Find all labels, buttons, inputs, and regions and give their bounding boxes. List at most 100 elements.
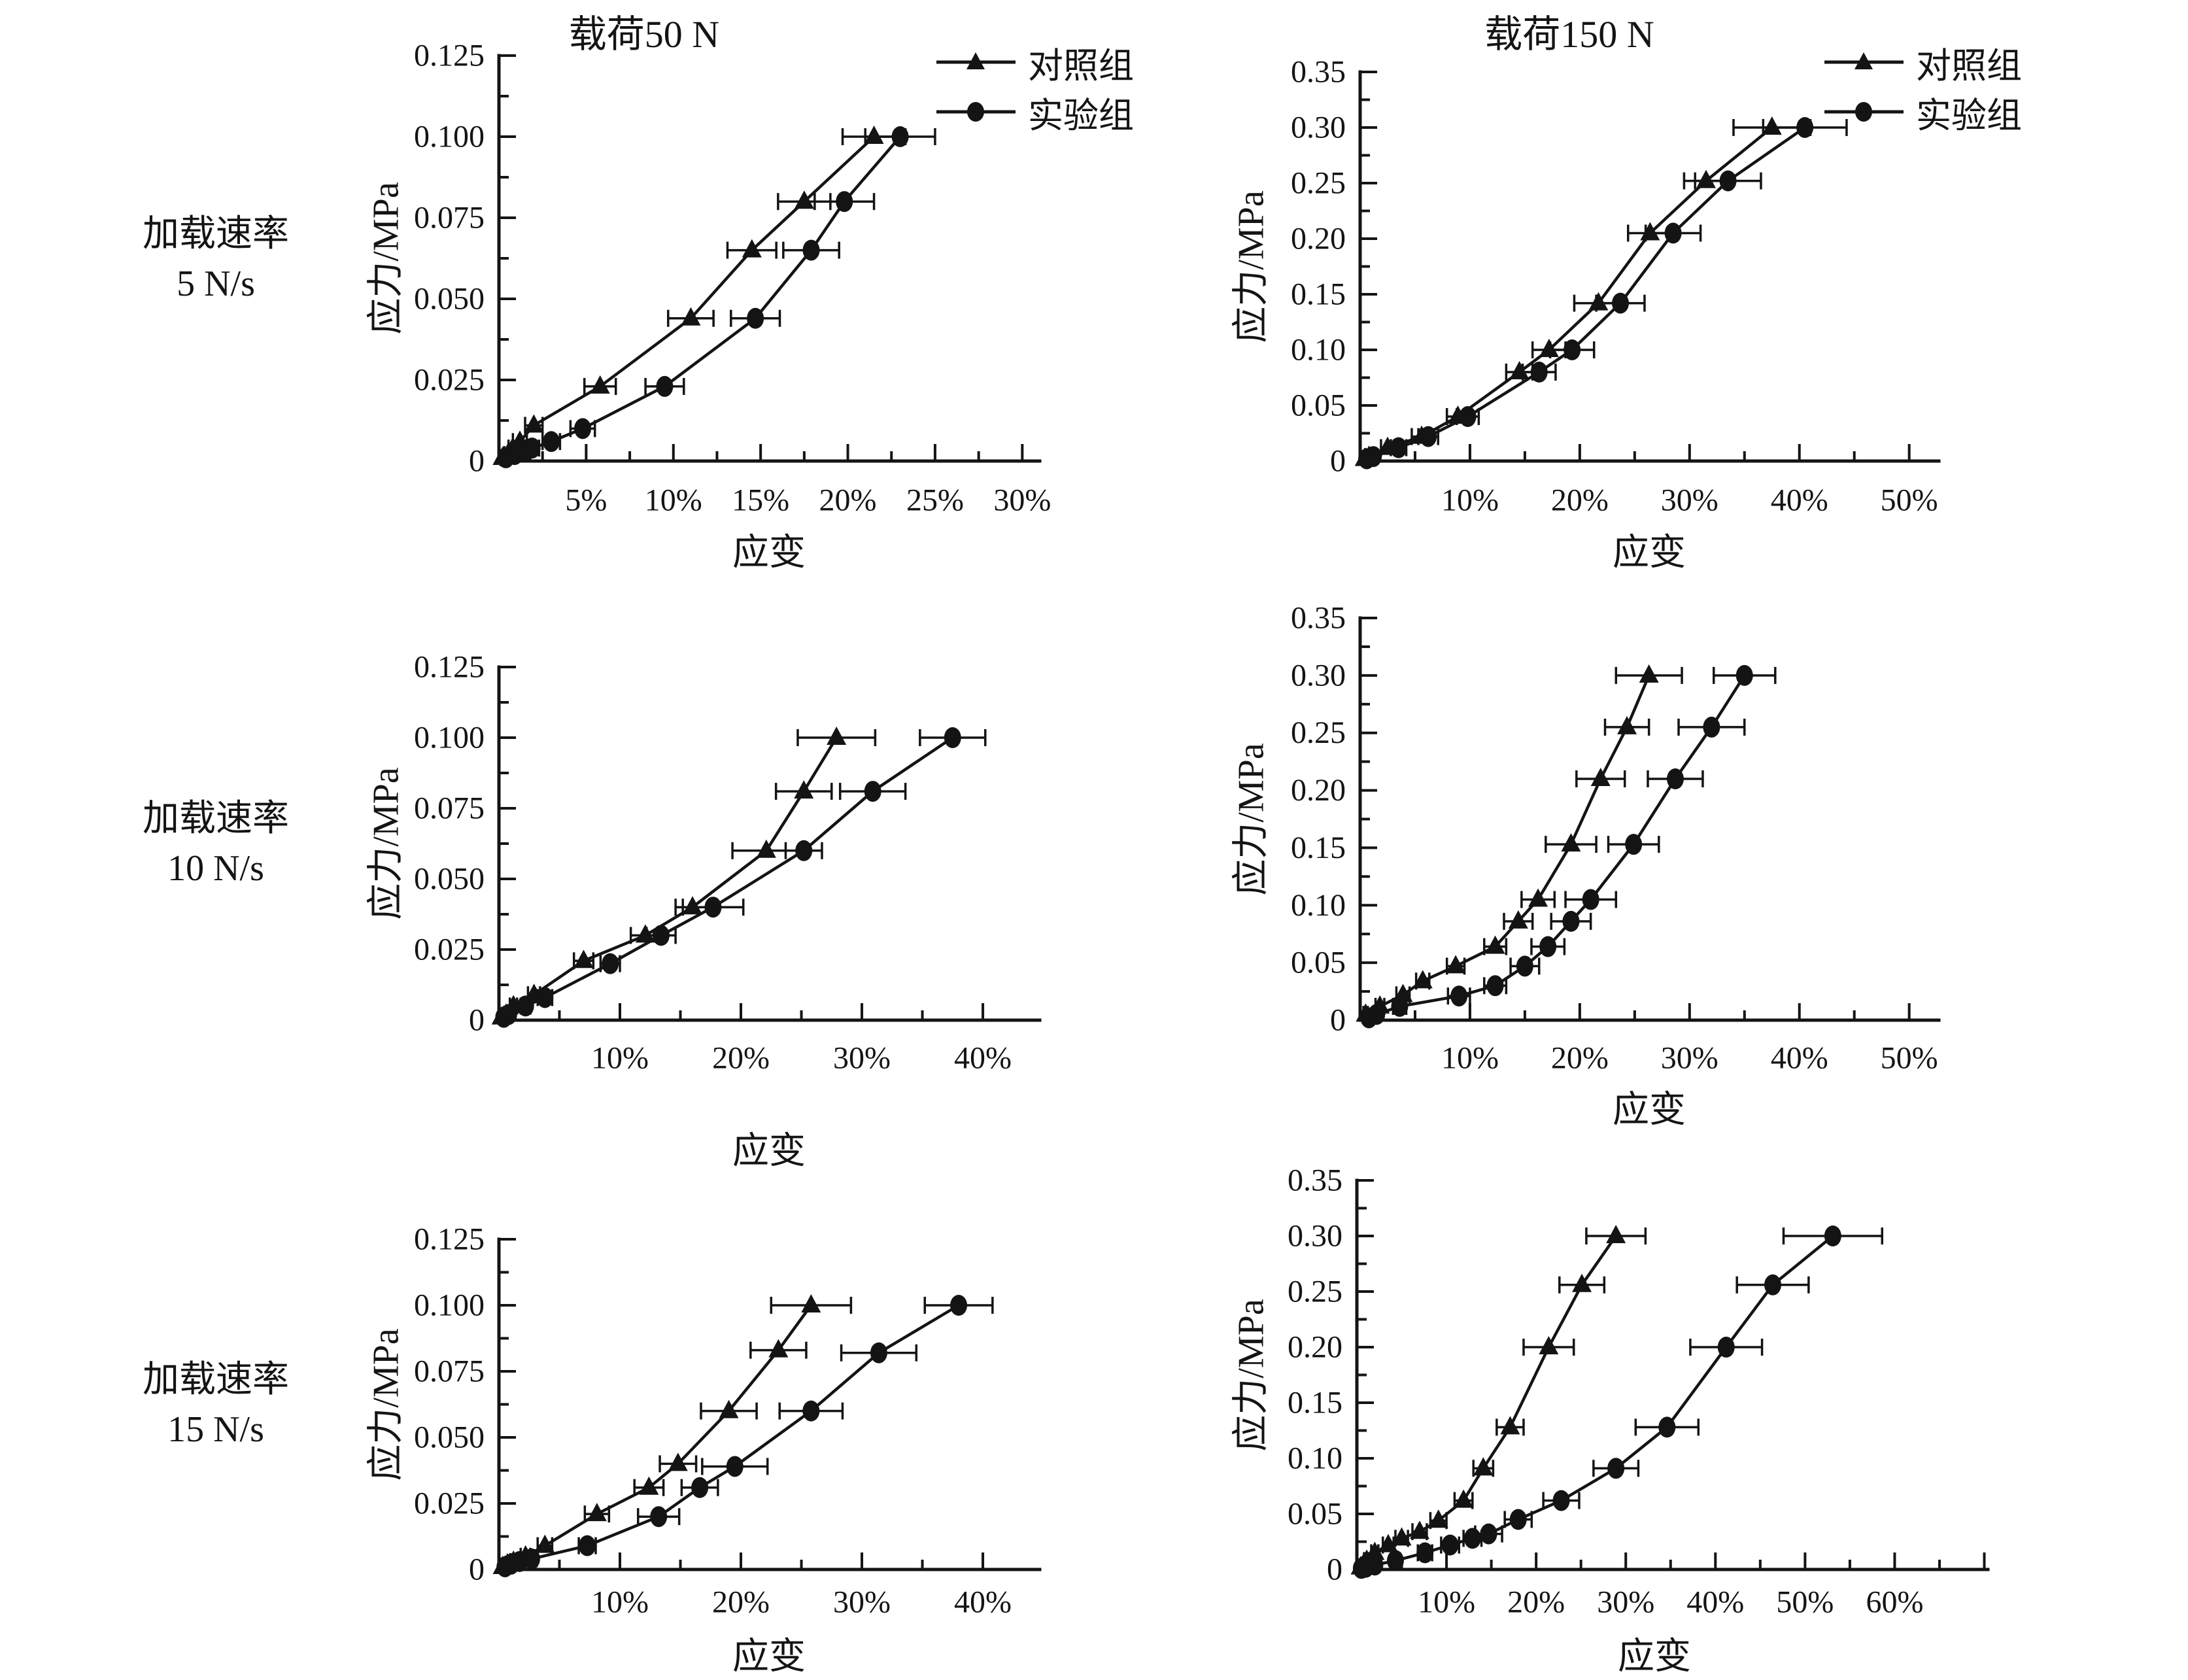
chart-load150-rate5: 10% 20% 30% 40% 50% 0 0.05 0.10 0.15 0.20 0.25 0.30… [1291, 55, 1941, 518]
triangle-marker [535, 1534, 555, 1553]
triangle-marker [1500, 1416, 1520, 1435]
triangle-marker [1378, 1534, 1398, 1552]
circle-marker [1480, 1523, 1497, 1545]
circle-marker [1416, 1542, 1434, 1564]
circle-marker [1664, 222, 1682, 244]
circle-marker [795, 840, 813, 861]
x-tick-label: 30% [833, 1041, 891, 1076]
circle-marker [704, 897, 722, 918]
triangle-marker [719, 1399, 739, 1418]
circle-marker [747, 307, 764, 329]
triangle-marker [1509, 361, 1530, 379]
triangle-marker [573, 950, 594, 969]
circle-marker [802, 239, 820, 261]
tick-labels: 10% 20% 30% 40% 50% 60% 0 0.05 0.10 0.15 0.20 0.25 0… [1288, 1163, 1923, 1620]
legend-item-control: 对照组 [935, 37, 1134, 87]
y-tick-label: 0 [1327, 1552, 1342, 1587]
circle-marker [1735, 664, 1753, 686]
legend-label-control: 对照组 [1916, 46, 2022, 86]
circle-marker [574, 418, 592, 439]
x-tick-label: 20% [1551, 1041, 1609, 1076]
circle-marker [1366, 1554, 1384, 1576]
x-axis-title-1: 应变 [732, 532, 806, 574]
y-tick-label: 0.100 [414, 721, 485, 755]
triangle-marker [1473, 1457, 1494, 1476]
circle-marker [1719, 170, 1737, 192]
x-axis-title-2: 应变 [1613, 532, 1686, 574]
series-experimental [497, 126, 936, 469]
circle-marker [500, 1004, 517, 1025]
circle-marker [1420, 426, 1437, 447]
ticks [1360, 71, 1911, 461]
series-control [492, 1294, 853, 1575]
series-experimental [496, 1295, 994, 1577]
legend-load50: 对照组 实验组 [935, 37, 1134, 137]
x-tick-label: 20% [712, 1585, 770, 1620]
legend-label-experimental: 实验组 [1028, 95, 1134, 135]
legend-label-control: 对照组 [1028, 46, 1134, 86]
series-line [505, 135, 902, 460]
x-tick-label: 40% [954, 1585, 1012, 1620]
triangle-marker [1508, 910, 1528, 929]
x-tick-label: 60% [1866, 1585, 1923, 1620]
triangle-marker [1617, 715, 1637, 734]
y-tick-label: 0 [1330, 444, 1346, 479]
circle-marker [1764, 1274, 1782, 1295]
ticks [499, 666, 985, 1020]
x-tick-label: 10% [645, 483, 702, 518]
series-experimental [495, 727, 987, 1028]
x-tick-label: 5% [565, 483, 607, 518]
column-title-load50: 载荷50 N [568, 13, 720, 56]
legend-item-experimental: 实验组 [1823, 87, 2022, 137]
circle-marker [652, 925, 670, 946]
y-tick-label: 0.30 [1291, 111, 1346, 145]
triangle-marker [1412, 970, 1433, 989]
x-tick-label: 10% [1441, 483, 1499, 518]
y-tick-label: 0.10 [1291, 333, 1346, 368]
circle-marker [950, 1295, 968, 1316]
x-tick-label: 50% [1881, 483, 1938, 518]
circle-marker [1391, 995, 1409, 1017]
triangle-marker [801, 1294, 821, 1312]
series-line [1363, 126, 1773, 460]
circle-marker [1824, 1226, 1841, 1246]
tick-labels: 5% 10% 15% 20% 25% 30% 0 0.025 0.050 0.075 0.100 0.… [414, 39, 1051, 518]
triangle-marker [794, 780, 814, 799]
y-tick-label: 0 [469, 1003, 485, 1038]
y-tick-label: 0.10 [1291, 888, 1346, 923]
x-tick-label: 30% [1661, 1041, 1718, 1076]
circle-marker [1564, 339, 1581, 360]
y-tick-label: 0.30 [1291, 658, 1346, 693]
circle-marker [1703, 716, 1720, 738]
axes [497, 1237, 1042, 1571]
legend-marker-experimental-circle-icon [936, 102, 1016, 122]
x-tick-label: 20% [819, 483, 877, 518]
error-bars [1358, 1227, 1647, 1576]
circle-marker [1607, 1458, 1625, 1479]
triangle-marker [1539, 1336, 1559, 1354]
circle-marker [1386, 1550, 1404, 1571]
triangle-marker [524, 414, 544, 433]
y-tick-label: 0 [469, 1552, 485, 1587]
y-axis-title-1: 应力/MPa [366, 182, 407, 335]
series-line [500, 736, 838, 1019]
triangle-marker [864, 126, 884, 144]
legend-item-experimental: 实验组 [935, 87, 1134, 137]
series-control [1350, 1225, 1647, 1576]
chart-load50-rate15: 10% 20% 30% 40% 0 0.025 0.050 0.075 0.100 0.125 [414, 1222, 1042, 1620]
series-control [492, 126, 907, 467]
circle-marker [1390, 437, 1407, 458]
circle-marker [543, 431, 560, 453]
error-bars [502, 1297, 994, 1575]
series-line [502, 1304, 813, 1568]
x-axis-title-4: 应变 [1613, 1089, 1686, 1131]
triangle-marker [681, 307, 701, 326]
circle-marker [1441, 1534, 1459, 1556]
triangle-marker [1561, 833, 1581, 852]
circle-marker [536, 987, 554, 1008]
triangle-marker [635, 924, 655, 943]
circle-marker [1796, 117, 1814, 138]
y-tick-label: 0 [469, 444, 485, 479]
triangle-marker [587, 1503, 607, 1522]
